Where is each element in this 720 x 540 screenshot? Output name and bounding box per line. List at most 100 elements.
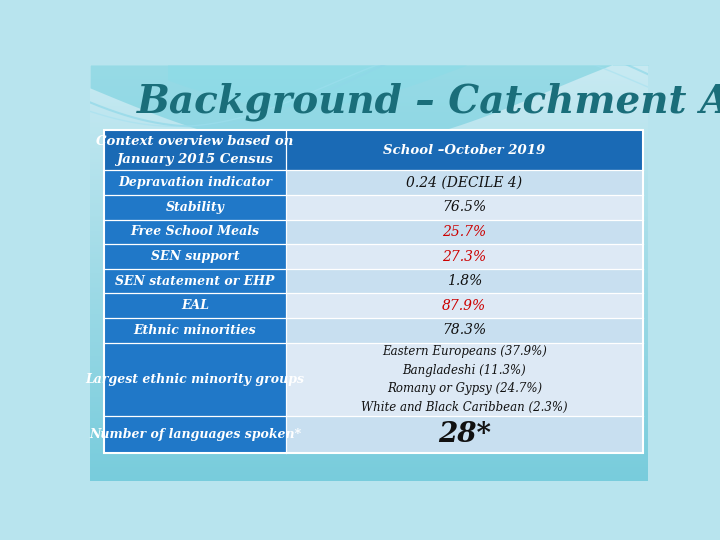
Bar (90, 432, 648, 433)
Bar (90, 143, 648, 144)
Text: SEN support: SEN support (150, 250, 239, 263)
Bar (90, 95, 648, 96)
Bar (90, 96, 648, 97)
Bar (90, 343, 648, 345)
Bar (90, 429, 648, 430)
Bar (90, 303, 648, 304)
Bar (90, 82, 648, 83)
Bar (90, 209, 648, 210)
Bar (90, 136, 648, 137)
Bar (90, 306, 648, 307)
Bar (90, 202, 648, 204)
Text: School –October 2019: School –October 2019 (383, 144, 546, 157)
Bar (90, 304, 648, 305)
Bar (90, 366, 648, 367)
Bar (90, 74, 648, 75)
Bar (90, 416, 648, 417)
Bar (90, 266, 648, 267)
Bar (90, 137, 648, 138)
Bar (90, 400, 648, 401)
Bar (90, 458, 648, 459)
Bar (90, 470, 648, 471)
Bar (90, 335, 648, 336)
Bar (90, 75, 648, 76)
Bar (90, 323, 648, 325)
Bar (90, 189, 648, 190)
Bar (90, 312, 648, 313)
Bar (90, 98, 648, 99)
Bar (90, 392, 648, 393)
Bar (90, 264, 648, 265)
Bar (90, 292, 648, 293)
Bar (90, 259, 648, 260)
Bar (90, 274, 648, 275)
Bar (90, 204, 648, 205)
Bar (90, 480, 648, 481)
Bar (90, 161, 648, 162)
Bar (90, 341, 648, 342)
Bar (90, 329, 648, 330)
Bar (90, 245, 648, 246)
Bar (90, 300, 648, 301)
Bar (90, 183, 648, 184)
Bar (286, 318, 642, 343)
Bar (90, 271, 648, 272)
Bar (90, 386, 648, 387)
Bar (90, 381, 648, 382)
Bar (90, 463, 648, 464)
Bar (90, 414, 648, 415)
Bar (90, 81, 648, 82)
Bar (90, 415, 648, 416)
Bar (90, 393, 648, 394)
Bar (90, 382, 648, 383)
Bar (90, 374, 648, 375)
Bar (90, 455, 648, 456)
Bar (90, 305, 648, 306)
Bar (90, 474, 648, 475)
Bar (90, 144, 648, 145)
Bar (104, 195, 286, 220)
Bar (90, 76, 648, 77)
Bar (90, 224, 648, 225)
Bar (90, 282, 648, 283)
Text: SEN statement or EHP: SEN statement or EHP (115, 275, 275, 288)
Bar (90, 160, 648, 161)
Text: 25.7%: 25.7% (442, 225, 487, 239)
Bar (90, 348, 648, 349)
Bar (90, 359, 648, 360)
Bar (90, 232, 648, 233)
Bar (90, 281, 648, 282)
Bar (90, 122, 648, 123)
Bar (90, 151, 648, 152)
Bar (90, 336, 648, 338)
Bar (90, 145, 648, 146)
Bar (90, 105, 648, 106)
Bar (90, 444, 648, 445)
Bar (90, 123, 648, 124)
Bar (90, 84, 648, 85)
Bar (90, 112, 648, 113)
Bar (90, 322, 648, 323)
Bar (90, 235, 648, 236)
Bar (90, 314, 648, 315)
Bar (90, 73, 648, 74)
Bar (90, 328, 648, 329)
Bar (90, 460, 648, 461)
Bar (90, 113, 648, 114)
Bar (90, 338, 648, 339)
Bar (104, 318, 286, 343)
Bar (90, 164, 648, 165)
Bar (90, 121, 648, 122)
Bar (90, 354, 648, 355)
Bar (90, 162, 648, 163)
Bar (90, 170, 648, 171)
Bar (90, 362, 648, 363)
Bar (90, 438, 648, 439)
Text: Background – Catchment Area: Background – Catchment Area (137, 83, 720, 121)
Bar (90, 417, 648, 418)
Bar (90, 342, 648, 343)
Bar (90, 79, 648, 80)
Bar (90, 83, 648, 84)
Bar (90, 376, 648, 377)
Bar (90, 401, 648, 402)
